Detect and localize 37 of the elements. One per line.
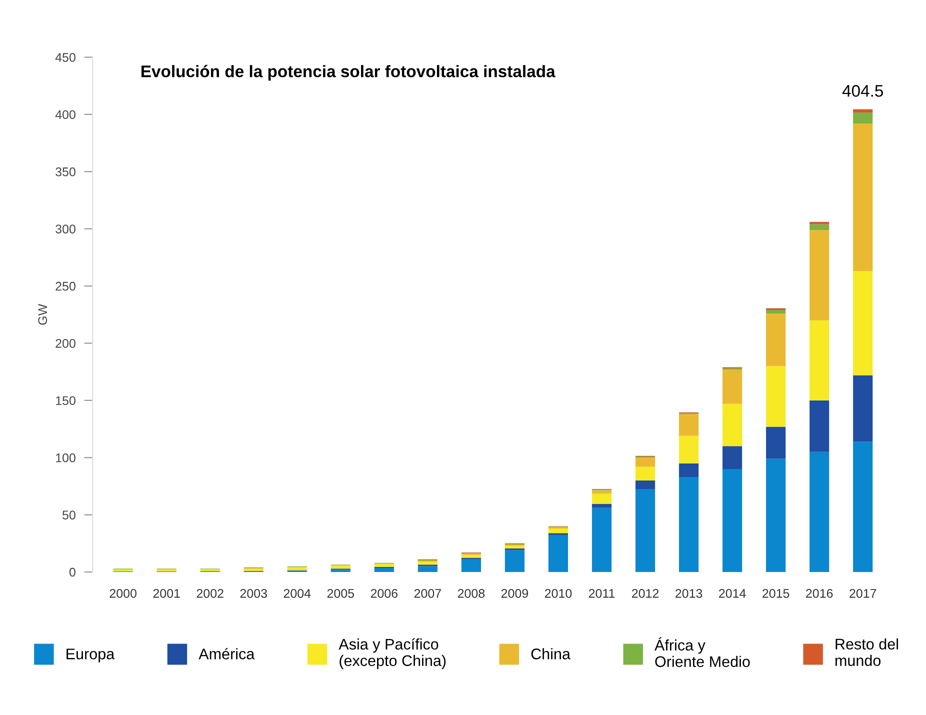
- y-tick-label: 350: [56, 167, 76, 176]
- x-tick-label: 2002: [196, 588, 224, 598]
- y-tick-label: 450: [55, 53, 76, 62]
- x-tick-label: 2016: [806, 588, 833, 598]
- legend-label: Resto del mundo: [835, 638, 898, 666]
- total-label: 404.5: [842, 85, 884, 97]
- chart-title: Evolución de la potencia solar fotovoltaica instalada: [141, 64, 556, 81]
- x-tick-label: 2013: [676, 588, 702, 598]
- x-tick-label: 2000: [110, 588, 136, 598]
- x-tick-label: 2007: [414, 588, 441, 598]
- legend-label: América: [198, 648, 255, 660]
- y-tick-label: 100: [56, 453, 76, 462]
- x-tick-label: 2014: [719, 588, 746, 598]
- x-tick-label: 2012: [632, 588, 659, 598]
- x-tick-label: 2015: [762, 588, 790, 598]
- x-tick-label: 2004: [284, 588, 311, 598]
- y-tick-label: 50: [62, 510, 76, 520]
- x-tick-label: 2008: [458, 588, 485, 598]
- x-tick-label: 2001: [153, 588, 180, 598]
- y-tick-label: 250: [56, 282, 76, 291]
- legend-label: Asia y Pacífico (excepto China): [338, 638, 446, 670]
- legend-label: Europa: [66, 648, 115, 662]
- y-tick-label: 0: [69, 568, 76, 577]
- x-tick-label: 2017: [850, 588, 876, 598]
- y-tick-label: 300: [56, 224, 76, 234]
- x-tick-label: 2010: [544, 588, 572, 598]
- x-tick-label: 2006: [370, 588, 398, 598]
- y-tick-label: 400: [55, 110, 76, 120]
- x-tick-label: 2011: [588, 588, 615, 598]
- legend-label: China: [531, 648, 570, 660]
- y-tick-label: 150: [56, 396, 76, 406]
- y-tick-label: 200: [56, 339, 76, 348]
- legend-label: África y Oriente Medio: [654, 637, 750, 668]
- x-tick-label: 2009: [501, 588, 528, 598]
- x-tick-label: 2005: [327, 588, 354, 598]
- y-axis-title: GW: [38, 304, 48, 325]
- x-tick-label: 2003: [240, 588, 267, 598]
